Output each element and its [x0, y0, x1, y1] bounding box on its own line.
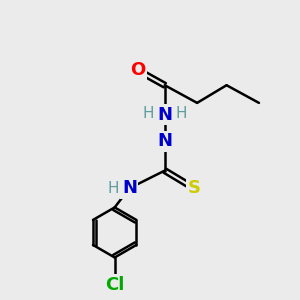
Text: S: S — [188, 179, 201, 197]
Text: H: H — [175, 106, 187, 121]
Text: O: O — [130, 61, 146, 80]
Text: H: H — [143, 106, 154, 121]
Text: H: H — [107, 181, 119, 196]
Text: Cl: Cl — [105, 276, 124, 294]
Text: N: N — [157, 132, 172, 150]
Text: N: N — [122, 179, 137, 197]
Text: N: N — [157, 106, 172, 124]
